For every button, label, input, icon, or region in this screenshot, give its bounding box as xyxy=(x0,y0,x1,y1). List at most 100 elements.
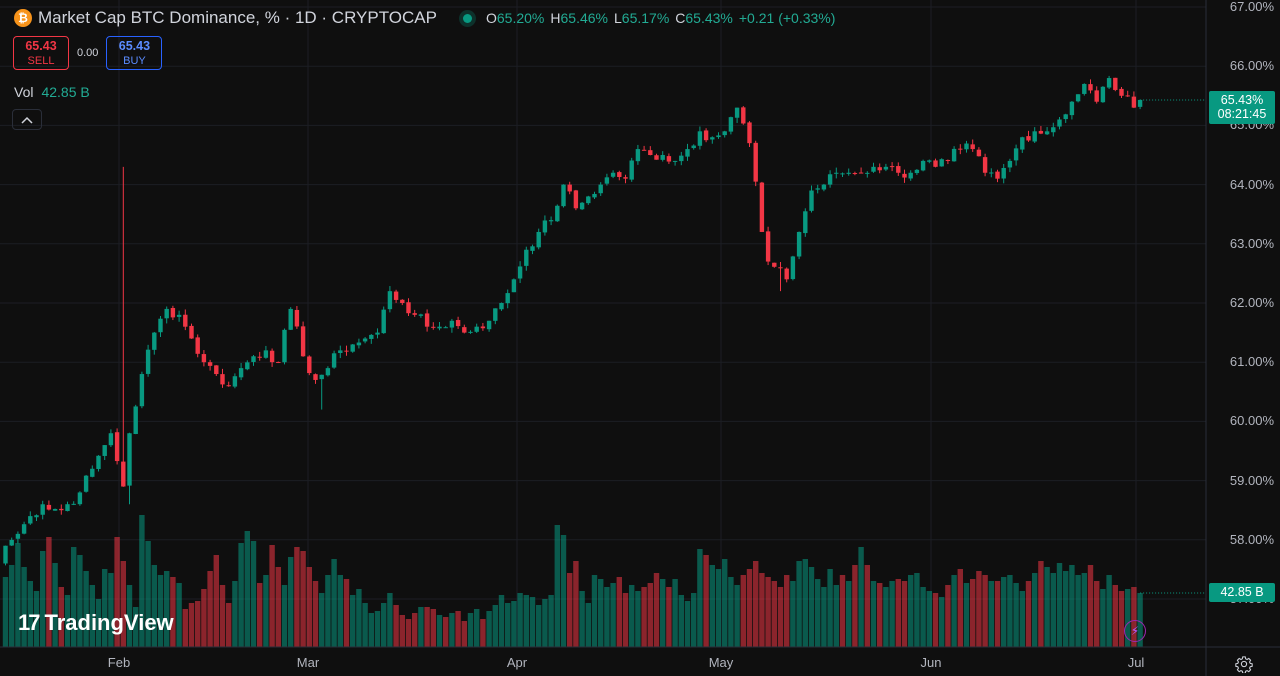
bar-countdown: 08:21:45 xyxy=(1217,107,1267,121)
close-value: 65.43% xyxy=(685,10,733,26)
volume-bar xyxy=(201,589,207,647)
volume-bar xyxy=(300,551,306,647)
volume-bar xyxy=(976,571,982,647)
buy-price: 65.43 xyxy=(118,39,151,53)
volume-bar xyxy=(1056,563,1063,647)
spread-value: 0.00 xyxy=(77,47,99,59)
candle-body xyxy=(443,327,448,329)
volume-bar xyxy=(269,545,275,647)
candle-body xyxy=(381,309,386,334)
gear-icon[interactable] xyxy=(1234,654,1254,674)
volume-bar xyxy=(1087,565,1094,647)
tradingview-logo[interactable]: 17 TradingView xyxy=(18,610,174,636)
volume-bar xyxy=(666,587,672,647)
volume-bar xyxy=(1094,581,1100,647)
candle-body xyxy=(158,318,163,333)
volume-bar xyxy=(517,593,523,647)
volume-bar xyxy=(95,599,102,647)
volume-bar xyxy=(77,555,83,647)
volume-bar xyxy=(709,565,715,647)
buy-button[interactable]: 65.43 BUY xyxy=(106,36,163,70)
candle-body xyxy=(796,231,802,257)
candle-body xyxy=(325,368,331,376)
time-tick-label: May xyxy=(708,655,734,670)
candle-body xyxy=(214,365,219,375)
volume-bar xyxy=(684,601,691,647)
volume-legend[interactable]: Vol 42.85 B xyxy=(14,84,90,100)
candle-body xyxy=(1075,94,1081,102)
volume-bar xyxy=(356,589,362,647)
candle-body xyxy=(772,262,777,267)
candle-body xyxy=(951,148,957,162)
candle-body xyxy=(96,455,101,469)
volume-bar xyxy=(1112,585,1118,647)
candle-body xyxy=(573,190,579,209)
candle-body xyxy=(610,172,616,177)
volume-bar xyxy=(27,581,33,647)
volume-bar xyxy=(920,587,926,647)
volume-bar xyxy=(914,573,920,647)
volume-bar xyxy=(988,581,994,647)
sell-price: 65.43 xyxy=(25,39,57,53)
candle-body xyxy=(1038,130,1044,134)
candle-body xyxy=(691,145,696,149)
candle-body xyxy=(176,314,182,317)
volume-bar xyxy=(331,559,337,647)
volume-bar xyxy=(114,537,120,647)
volume-bar xyxy=(858,547,864,647)
price-tick-label: 64.00% xyxy=(1229,176,1274,192)
candle-body xyxy=(34,515,39,518)
candle-body xyxy=(970,144,975,150)
candle-body xyxy=(1125,95,1130,97)
volume-bar xyxy=(877,583,883,647)
bitcoin-icon: ₿ xyxy=(14,9,32,27)
candle-body xyxy=(741,107,746,124)
volume-bar xyxy=(536,605,542,647)
candle-body xyxy=(90,468,95,477)
volume-bar xyxy=(1050,573,1056,647)
volume-bar xyxy=(275,567,281,647)
candle-body xyxy=(623,177,628,179)
volume-bar xyxy=(926,591,932,647)
volume-bar xyxy=(846,581,852,647)
candle-body xyxy=(815,188,820,190)
candle-body xyxy=(486,320,492,330)
volume-bar xyxy=(213,555,219,647)
open-label: O xyxy=(486,10,497,26)
volume-bar xyxy=(52,563,58,647)
market-status-icon[interactable] xyxy=(463,13,472,23)
buy-label: BUY xyxy=(123,55,146,67)
candle-body xyxy=(3,545,8,564)
volume-bar xyxy=(647,583,653,647)
price-tick-label: 60.00% xyxy=(1229,413,1274,429)
lightning-icon[interactable]: ⚡︎ xyxy=(1124,620,1146,642)
candle-body xyxy=(865,172,870,174)
volume-bar xyxy=(771,581,777,647)
collapse-legend-button[interactable] xyxy=(12,109,42,130)
candle-body xyxy=(579,202,585,210)
price-tick-label: 62.00% xyxy=(1229,295,1274,310)
candle-body xyxy=(759,182,765,232)
volume-bar xyxy=(498,595,505,647)
volume-bar xyxy=(232,581,238,647)
candle-body xyxy=(790,256,796,280)
candle-body xyxy=(282,329,287,363)
candle-body xyxy=(784,268,789,280)
candle-body xyxy=(592,193,597,198)
symbol-title[interactable]: Market Cap BTC Dominance, % · 1D · CRYPT… xyxy=(38,8,437,27)
volume-bar xyxy=(1032,573,1038,647)
volume-bar xyxy=(387,593,393,647)
sell-button[interactable]: 65.43 SELL xyxy=(13,36,69,70)
candle-body xyxy=(883,166,889,170)
candle-body xyxy=(765,231,771,262)
time-tick-label: Apr xyxy=(506,655,528,670)
volume-bar xyxy=(833,585,839,647)
candle-body xyxy=(294,309,300,327)
volume-bar xyxy=(89,585,95,647)
candle-body xyxy=(821,184,827,190)
volume-bar xyxy=(616,577,622,647)
volume-bar xyxy=(170,577,176,647)
volume-bar xyxy=(151,565,157,647)
last-price-value: 65.43% xyxy=(1220,93,1264,107)
